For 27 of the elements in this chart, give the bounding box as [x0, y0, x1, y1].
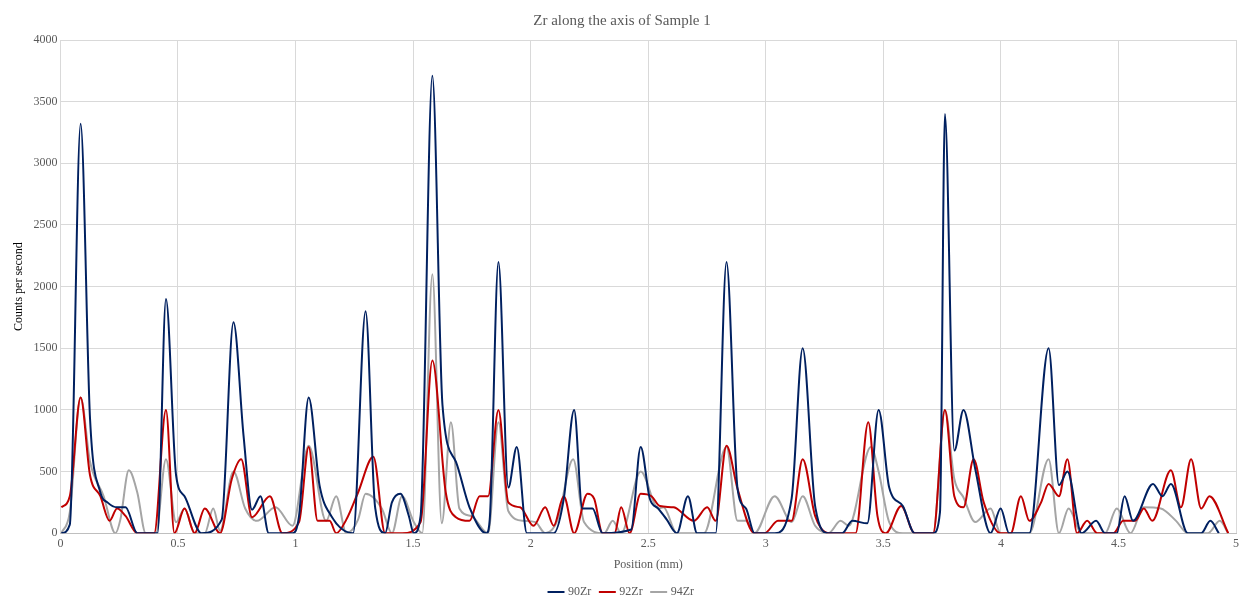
x-tick-label: 0.5	[170, 535, 186, 550]
y-axis-title: Counts per second	[11, 242, 26, 331]
legend-label: 92Zr	[619, 584, 643, 599]
x-axis-title: Position (mm)	[613, 556, 683, 571]
x-tick-label: 4	[997, 535, 1004, 550]
x-tick-label: 4.5	[1110, 535, 1126, 550]
y-tick-label: 3500	[33, 93, 58, 108]
x-tick-label: 2.5	[640, 535, 656, 550]
x-tick-label: 3.5	[875, 535, 891, 550]
y-tick-label: 3000	[33, 155, 58, 170]
y-tick-label: 500	[39, 463, 58, 478]
line-series	[60, 359, 1230, 534]
x-tick-label: 5	[1233, 535, 1239, 550]
y-tick-label: 1000	[33, 402, 58, 417]
x-tick-label: 1.5	[405, 535, 421, 550]
legend-label: 94Zr	[670, 584, 694, 599]
line-series	[60, 74, 1220, 534]
chart-title: Zr along the axis of Sample 1	[533, 11, 711, 28]
y-tick-label: 2500	[33, 217, 58, 232]
y-tick-label: 1500	[33, 340, 58, 355]
x-tick-label: 3	[762, 535, 769, 550]
x-tick-label: 2	[527, 535, 534, 550]
x-tick-label: 1	[292, 535, 299, 550]
y-tick-label: 0	[51, 525, 58, 540]
legend-label: 90Zr	[568, 584, 592, 599]
y-tick-label: 2000	[33, 278, 58, 293]
y-tick-label: 4000	[33, 32, 58, 47]
